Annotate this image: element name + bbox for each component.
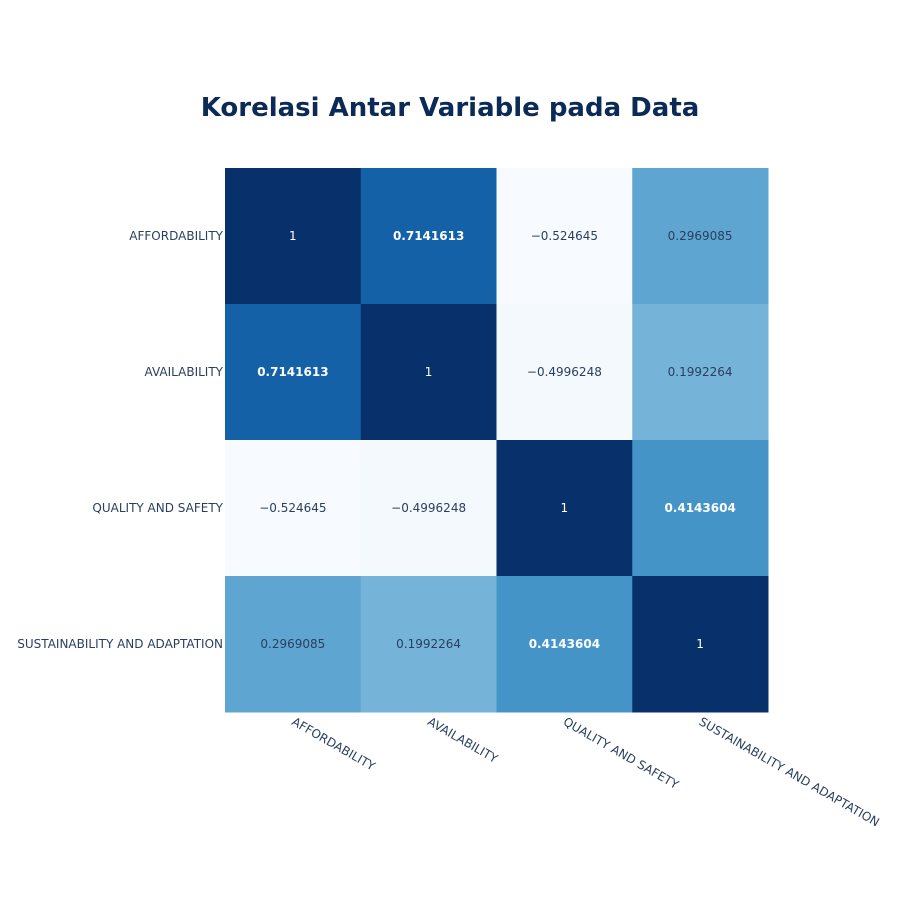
cell-value-label: 0.4143604 — [664, 501, 735, 515]
cell-value-label: 0.7141613 — [393, 229, 464, 243]
cell-value-label: −0.524645 — [259, 501, 326, 515]
cell-value-label: −0.4996248 — [527, 365, 602, 379]
x-tick-label: AVAILABILITY — [425, 714, 501, 766]
cell-value-label: 1 — [561, 501, 569, 515]
heatmap-cell — [225, 440, 362, 577]
cell-value-label: 1 — [696, 637, 704, 651]
heatmap-cell-labels: 1 0.7141613 −0.524645 0.2969085 0.7141613 1 −0… — [257, 229, 736, 651]
cell-value-label: 0.1992264 — [396, 637, 461, 651]
cell-value-label: 0.1992264 — [668, 365, 733, 379]
heatmap-cell — [496, 304, 633, 441]
heatmap-cell — [360, 576, 497, 713]
heatmap-cell — [632, 168, 769, 305]
x-tick-label: SUSTAINABILITY AND ADAPTATION — [697, 714, 882, 829]
heatmap-cell — [360, 440, 497, 577]
heatmap-cell — [225, 304, 362, 441]
y-axis-tick-labels: AFFORDABILITY AVAILABILITY QUALITY AND SAF… — [17, 229, 223, 651]
y-tick-label: AFFORDABILITY — [129, 229, 223, 243]
cell-value-label: −0.524645 — [531, 229, 598, 243]
y-tick-label: AVAILABILITY — [145, 365, 224, 379]
heatmap-cell — [225, 168, 362, 305]
heatmap-cell — [360, 304, 497, 441]
heatmap-cell — [225, 576, 362, 713]
y-tick-label: QUALITY AND SAFETY — [92, 501, 223, 515]
heatmap-cell — [496, 440, 633, 577]
cell-value-label: 0.7141613 — [257, 365, 328, 379]
x-tick-label: QUALITY AND SAFETY — [561, 714, 682, 792]
x-tick-label: AFFORDABILITY — [289, 714, 378, 773]
y-tick-label: SUSTAINABILITY AND ADAPTATION — [17, 637, 223, 651]
cell-value-label: −0.4996248 — [391, 501, 466, 515]
heatmap-cell — [632, 440, 769, 577]
cell-value-label: 1 — [289, 229, 297, 243]
cell-value-label: 0.2969085 — [260, 637, 325, 651]
heatmap-cell — [632, 304, 769, 441]
heatmap-cell — [632, 576, 769, 713]
heatmap-cells — [225, 168, 769, 713]
heatmap-cell — [496, 168, 633, 305]
cell-value-label: 0.4143604 — [529, 637, 600, 651]
heatmap-cell — [360, 168, 497, 305]
cell-value-label: 0.2969085 — [668, 229, 733, 243]
x-axis-tick-labels: AFFORDABILITY AVAILABILITY QUALITY AND SAF… — [289, 714, 881, 829]
cell-value-label: 1 — [425, 365, 433, 379]
heatmap-cell — [496, 576, 633, 713]
chart-title: Korelasi Antar Variable pada Data — [201, 93, 700, 123]
